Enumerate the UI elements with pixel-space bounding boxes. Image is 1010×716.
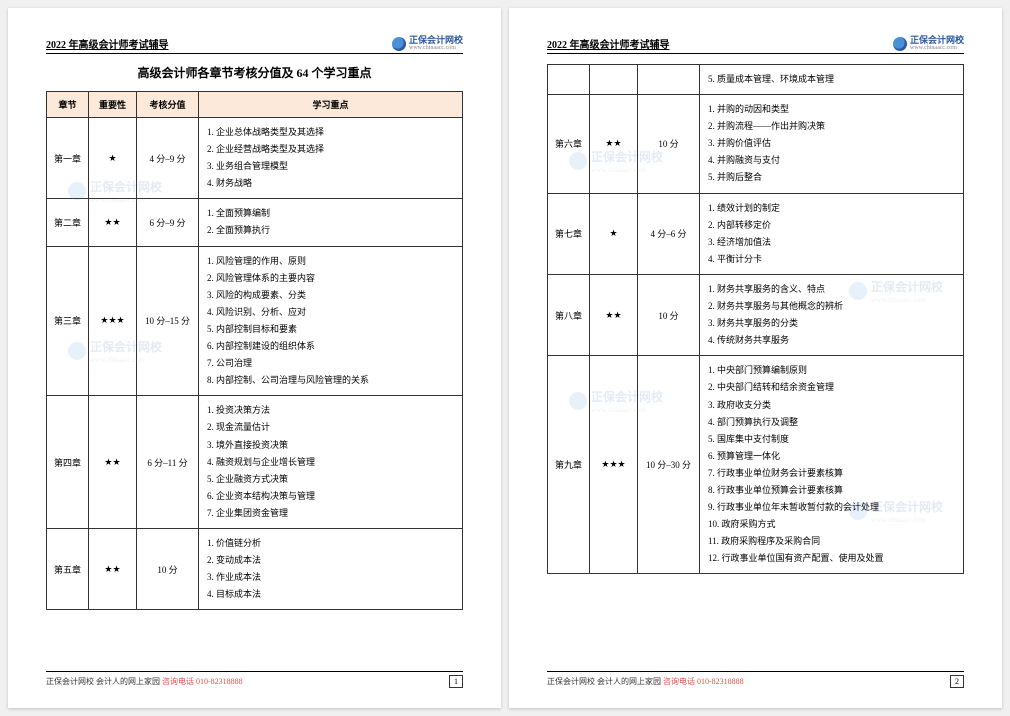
cell-score: 10 分–15 分	[137, 246, 199, 396]
logo: 正保会计网校 www.chinaacc.com	[893, 36, 964, 51]
table-row: 第八章★★10 分1. 财务共享服务的含义、特点2. 财务共享服务与其他概念的辨…	[548, 274, 964, 355]
cell-points: 1. 企业总体战略类型及其选择2. 企业经营战略类型及其选择3. 业务组合管理模…	[199, 118, 463, 199]
table-row: 第一章★4 分–9 分1. 企业总体战略类型及其选择2. 企业经营战略类型及其选…	[47, 118, 463, 199]
col-score: 考核分值	[137, 92, 199, 118]
table-row: 第七章★4 分–6 分1. 绩效计划的制定2. 内部转移定价3. 经济增加值法4…	[548, 193, 964, 274]
page-2: 2022 年高级会计师考试辅导 正保会计网校 www.chinaacc.com …	[509, 8, 1002, 708]
page-header: 2022 年高级会计师考试辅导 正保会计网校 www.chinaacc.com	[547, 36, 964, 54]
cell-importance: ★★	[89, 528, 137, 609]
logo-icon	[392, 37, 406, 51]
cell-chapter: 第一章	[47, 118, 89, 199]
cell-score: 4 分–9 分	[137, 118, 199, 199]
footer-text: 正保会计网校 会计人的网上家园 咨询电话 010-82318888	[547, 676, 744, 687]
cell-importance: ★★	[590, 95, 638, 193]
cell-points: 1. 中央部门预算编制原则2. 中央部门结转和结余资金管理3. 政府收支分类4.…	[700, 356, 964, 574]
main-title: 高级会计师各章节考核分值及 64 个学习重点	[46, 64, 463, 81]
page-footer: 正保会计网校 会计人的网上家园 咨询电话 010-82318888 1	[46, 671, 463, 688]
cell-chapter: 第六章	[548, 95, 590, 193]
cell-chapter: 第四章	[47, 396, 89, 529]
cell-score: 10 分	[137, 528, 199, 609]
cell-points: 5. 质量成本管理、环境成本管理	[700, 65, 964, 95]
cell-score: 10 分–30 分	[638, 356, 700, 574]
page-header: 2022 年高级会计师考试辅导 正保会计网校 www.chinaacc.com	[46, 36, 463, 54]
table-row: 第二章★★6 分–9 分1. 全面预算编制2. 全面预算执行	[47, 199, 463, 246]
col-chapter: 章节	[47, 92, 89, 118]
table-row: 第五章★★10 分1. 价值链分析2. 变动成本法3. 作业成本法4. 目标成本…	[47, 528, 463, 609]
footer-phone: 咨询电话 010-82318888	[162, 677, 243, 686]
cell-chapter: 第五章	[47, 528, 89, 609]
cell-chapter: 第九章	[548, 356, 590, 574]
page-1: 2022 年高级会计师考试辅导 正保会计网校 www.chinaacc.com …	[8, 8, 501, 708]
header-title: 2022 年高级会计师考试辅导	[547, 36, 670, 51]
cell-points: 1. 并购的动因和类型2. 并购流程——作出并购决策3. 并购价值评估4. 并购…	[700, 95, 964, 193]
cell-points: 1. 财务共享服务的含义、特点2. 财务共享服务与其他概念的辨析3. 财务共享服…	[700, 274, 964, 355]
logo-sub: www.chinaacc.com	[910, 45, 964, 51]
cell-points: 1. 价值链分析2. 变动成本法3. 作业成本法4. 目标成本法	[199, 528, 463, 609]
logo: 正保会计网校 www.chinaacc.com	[392, 36, 463, 51]
cell-chapter: 第七章	[548, 193, 590, 274]
table-row: 第六章★★10 分1. 并购的动因和类型2. 并购流程——作出并购决策3. 并购…	[548, 95, 964, 193]
table-row: 第三章★★★10 分–15 分1. 风险管理的作用、原则2. 风险管理体系的主要…	[47, 246, 463, 396]
cell-score: 10 分	[638, 95, 700, 193]
logo-brand: 正保会计网校	[910, 35, 964, 45]
cell-score: 10 分	[638, 274, 700, 355]
study-table-2: 5. 质量成本管理、环境成本管理第六章★★10 分1. 并购的动因和类型2. 并…	[547, 64, 964, 574]
cell-points: 1. 全面预算编制2. 全面预算执行	[199, 199, 463, 246]
col-points: 学习重点	[199, 92, 463, 118]
table-row: 第九章★★★10 分–30 分1. 中央部门预算编制原则2. 中央部门结转和结余…	[548, 356, 964, 574]
footer-phone: 咨询电话 010-82318888	[663, 677, 744, 686]
table-header-row: 章节 重要性 考核分值 学习重点	[47, 92, 463, 118]
logo-sub: www.chinaacc.com	[409, 45, 463, 51]
study-table-1: 章节 重要性 考核分值 学习重点 第一章★4 分–9 分1. 企业总体战略类型及…	[46, 91, 463, 610]
cell-importance: ★	[89, 118, 137, 199]
cell-importance: ★★	[590, 274, 638, 355]
cell-score: 6 分–11 分	[137, 396, 199, 529]
cell-importance: ★	[590, 193, 638, 274]
cell-points: 1. 风险管理的作用、原则2. 风险管理体系的主要内容3. 风险的构成要素、分类…	[199, 246, 463, 396]
page-footer: 正保会计网校 会计人的网上家园 咨询电话 010-82318888 2	[547, 671, 964, 688]
cell-importance: ★★	[89, 199, 137, 246]
cell-score: 6 分–9 分	[137, 199, 199, 246]
page-number: 2	[950, 675, 964, 688]
cell-importance: ★★★	[590, 356, 638, 574]
cell-chapter: 第二章	[47, 199, 89, 246]
page-number: 1	[449, 675, 463, 688]
logo-icon	[893, 37, 907, 51]
cell-score: 4 分–6 分	[638, 193, 700, 274]
cell-importance: ★★★	[89, 246, 137, 396]
header-title: 2022 年高级会计师考试辅导	[46, 36, 169, 51]
cell-points: 1. 投资决策方法2. 现金流量估计3. 境外直接投资决策4. 融资规划与企业增…	[199, 396, 463, 529]
cell-chapter: 第八章	[548, 274, 590, 355]
footer-text: 正保会计网校 会计人的网上家园 咨询电话 010-82318888	[46, 676, 243, 687]
logo-brand: 正保会计网校	[409, 35, 463, 45]
table-row: 第四章★★6 分–11 分1. 投资决策方法2. 现金流量估计3. 境外直接投资…	[47, 396, 463, 529]
table-row: 5. 质量成本管理、环境成本管理	[548, 65, 964, 95]
col-importance: 重要性	[89, 92, 137, 118]
cell-chapter: 第三章	[47, 246, 89, 396]
cell-points: 1. 绩效计划的制定2. 内部转移定价3. 经济增加值法4. 平衡计分卡	[700, 193, 964, 274]
cell-importance: ★★	[89, 396, 137, 529]
